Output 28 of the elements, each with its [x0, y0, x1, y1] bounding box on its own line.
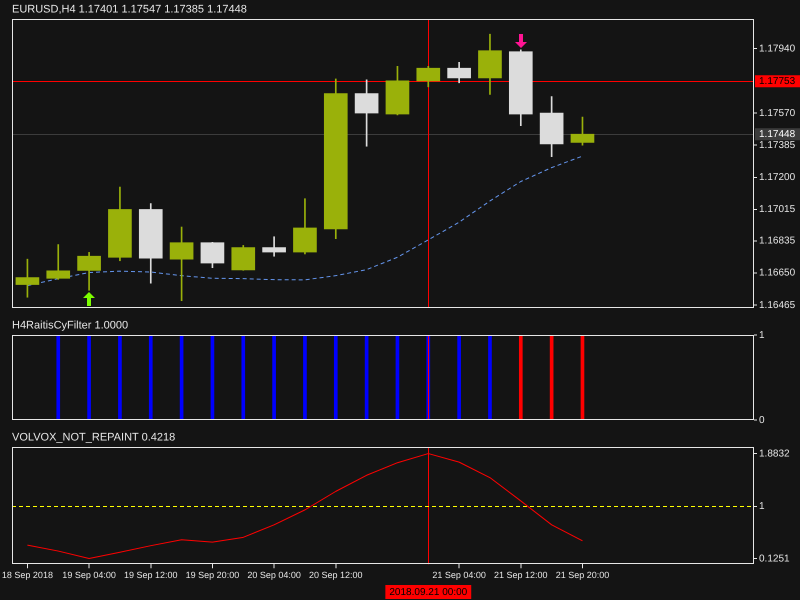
y-tick-label: 0	[759, 414, 765, 426]
x-tick-label: 19 Sep 04:00	[62, 570, 116, 580]
y-tick-label: 1	[759, 330, 765, 341]
x-tick-label: 21 Sep 12:00	[494, 570, 548, 580]
y-tick-label: 1.16465	[759, 300, 796, 311]
y-tick-label: 1.17015	[759, 204, 796, 216]
y-tick-label: 1.17570	[759, 108, 796, 119]
y-tick-label: 1.17200	[759, 172, 796, 184]
y-tick-label: 1.17940	[759, 43, 796, 54]
x-tick-label: 21 Sep 04:00	[432, 570, 486, 580]
chart-title: VOLVOX_NOT_REPAINT 0.4218	[12, 432, 176, 444]
x-tick-label: 18 Sep 2018	[2, 570, 53, 580]
x-tick-label: 21 Sep 20:00	[556, 570, 610, 580]
ref-line-label: 1.17448	[759, 128, 796, 140]
x-tick-label: 19 Sep 12:00	[124, 570, 178, 580]
chart-title: EURUSD,H4 1.17401 1.17547 1.17385 1.17448	[12, 4, 247, 16]
x-tick-label: 20 Sep 04:00	[247, 570, 301, 580]
y-tick-label: 1	[759, 501, 765, 512]
ref-line-label: 1.17753	[759, 76, 796, 87]
x-tick-label: 20 Sep 12:00	[309, 570, 363, 580]
ref-line-label: 2018.09.21 00:00	[389, 586, 468, 598]
y-tick-label: 1.8832	[759, 448, 790, 460]
chart-title: H4RaitisCyFilter 1.0000	[12, 320, 128, 332]
x-tick-label: 19 Sep 20:00	[186, 570, 240, 580]
y-tick-label: 1.17385	[759, 140, 796, 151]
y-tick-label: 0.1251	[759, 553, 790, 564]
y-tick-label: 1.16835	[759, 236, 796, 246]
y-tick-label: 1.16650	[759, 268, 796, 279]
